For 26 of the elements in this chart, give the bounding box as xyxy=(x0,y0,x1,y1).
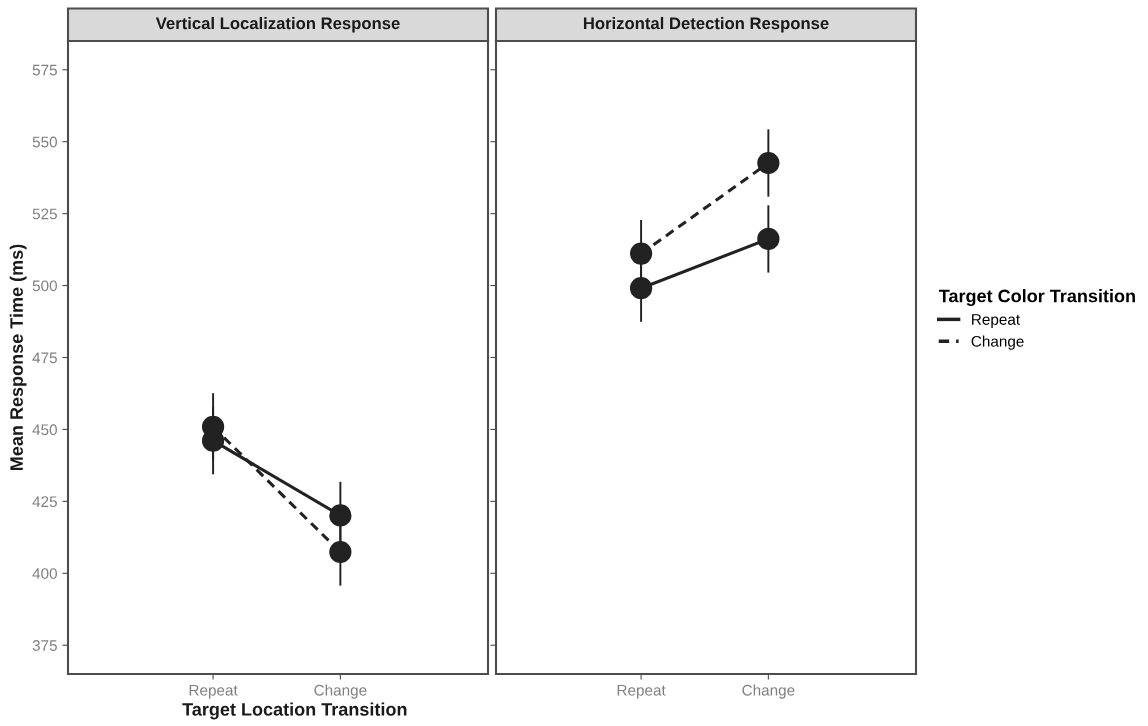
y-tick-label: 375 xyxy=(32,640,57,651)
x-tick-label: Repeat xyxy=(617,684,666,699)
y-tick-label: 500 xyxy=(32,280,57,292)
point xyxy=(757,227,780,251)
y-tick-label: 475 xyxy=(32,352,57,364)
y-axis-title: Mean Response Time (ms) xyxy=(9,244,27,471)
point xyxy=(629,277,653,300)
x-tick-label: Repeat xyxy=(189,684,238,699)
y-tick-label: 525 xyxy=(32,208,57,220)
x-axis-title: Target Location Transition xyxy=(182,702,407,720)
y-tick-label: 550 xyxy=(32,136,57,148)
y-tick-label: 425 xyxy=(32,496,57,508)
y-tick-label: 400 xyxy=(32,568,57,579)
point xyxy=(757,151,780,175)
y-tick-label: 575 xyxy=(32,64,57,76)
y-tick-label: 450 xyxy=(32,424,57,436)
legend-label: Repeat xyxy=(972,314,1020,328)
point xyxy=(329,504,352,527)
chart-title: Vertical Localization Response xyxy=(155,16,400,33)
legend-label: Change xyxy=(971,335,1024,350)
point xyxy=(329,540,352,564)
legend-title: Target Color Transition xyxy=(938,289,1135,307)
chart-title: Horizontal Detection Response xyxy=(583,16,829,33)
x-tick-label: Change xyxy=(742,684,795,699)
point xyxy=(629,242,653,265)
x-tick-label: Change xyxy=(314,684,367,699)
